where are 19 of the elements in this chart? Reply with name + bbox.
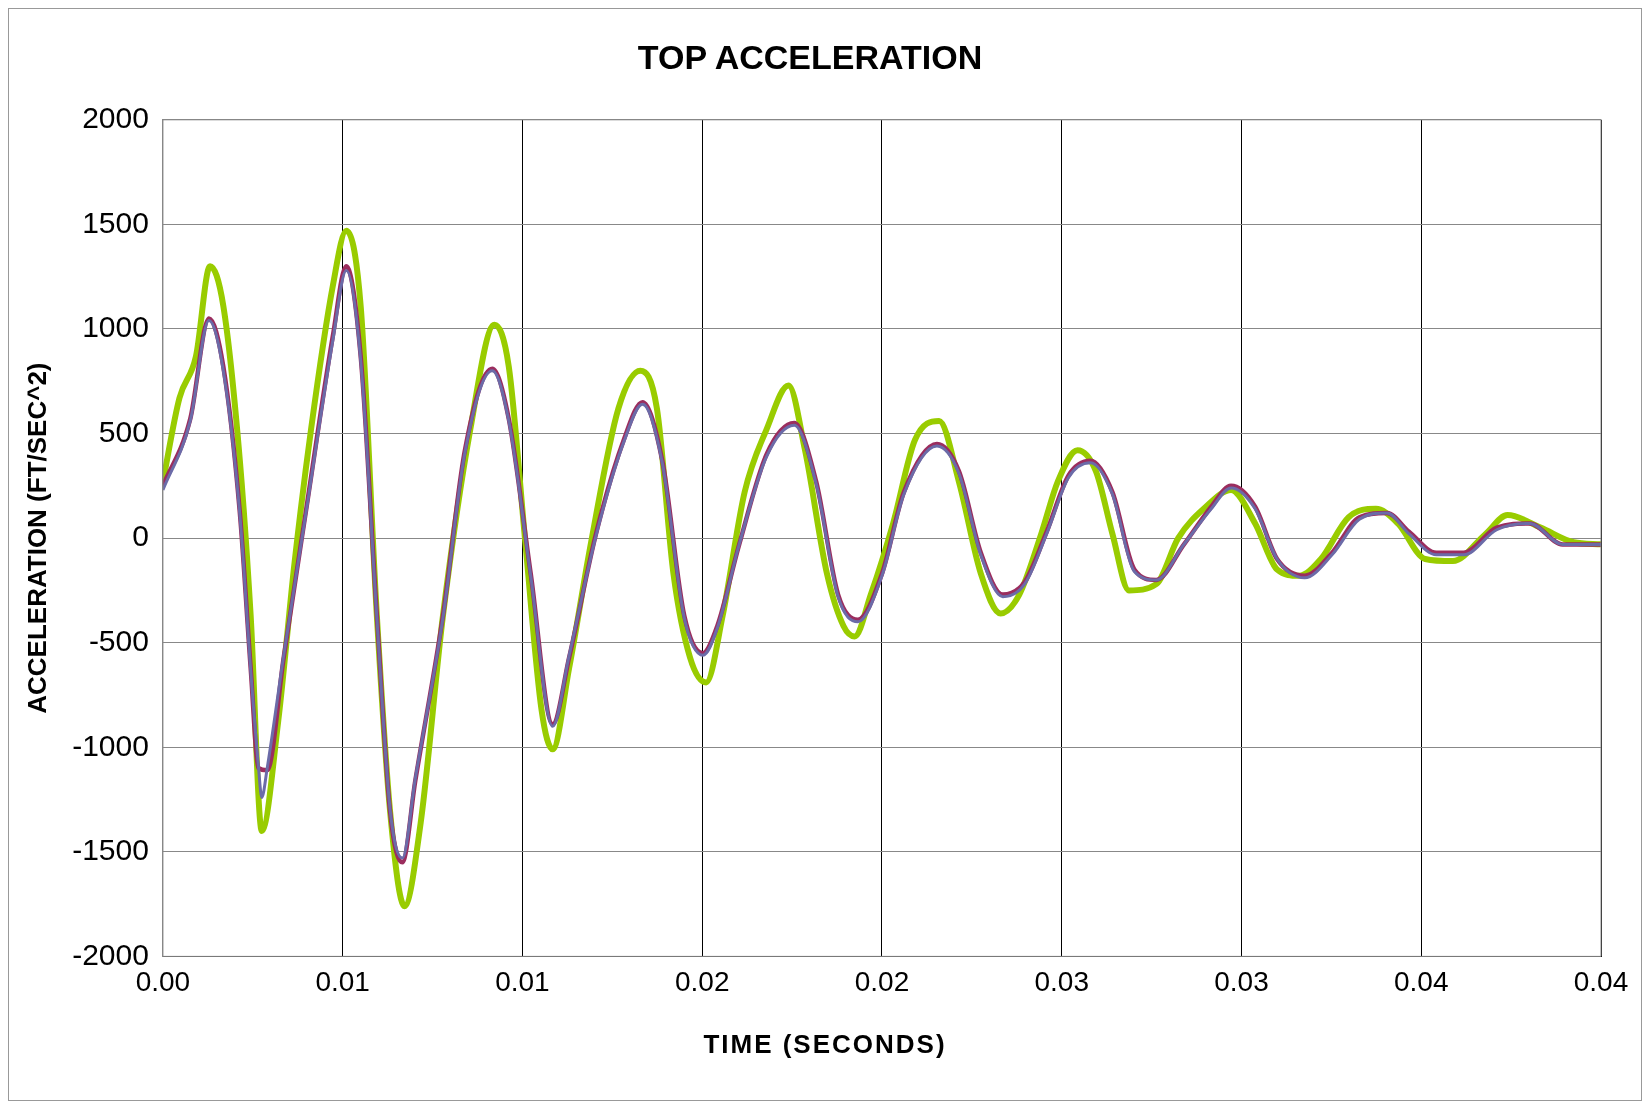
y-tick-label: 1500 <box>82 205 149 239</box>
y-tick-label: 1000 <box>82 310 149 344</box>
x-tick-label: 0.04 <box>1393 965 1449 997</box>
y-tick-label: 0 <box>132 519 149 553</box>
x-tick-label: 0.01 <box>315 965 370 997</box>
x-tick-label: 0.02 <box>854 965 910 997</box>
chart-title: TOP ACCELERATION <box>637 37 983 76</box>
x-tick-label: 0.01 <box>495 965 550 997</box>
x-tick-label: 0.04 <box>1573 965 1629 997</box>
y-tick-label: 500 <box>98 414 149 448</box>
y-axis-title: ACCELERATION (FT/SEC^2) <box>21 362 52 714</box>
x-axis-title: TIME (SECONDS) <box>702 1029 948 1060</box>
y-tick-label: -500 <box>88 623 149 657</box>
x-tick-label: 0.03 <box>1034 965 1089 997</box>
y-tick-label: -1500 <box>72 833 149 867</box>
x-tick-label: 0.03 <box>1214 965 1269 997</box>
x-tick-label: 0.02 <box>674 965 730 997</box>
y-tick-label: 2000 <box>82 101 149 135</box>
y-tick-label: -1000 <box>72 728 149 762</box>
